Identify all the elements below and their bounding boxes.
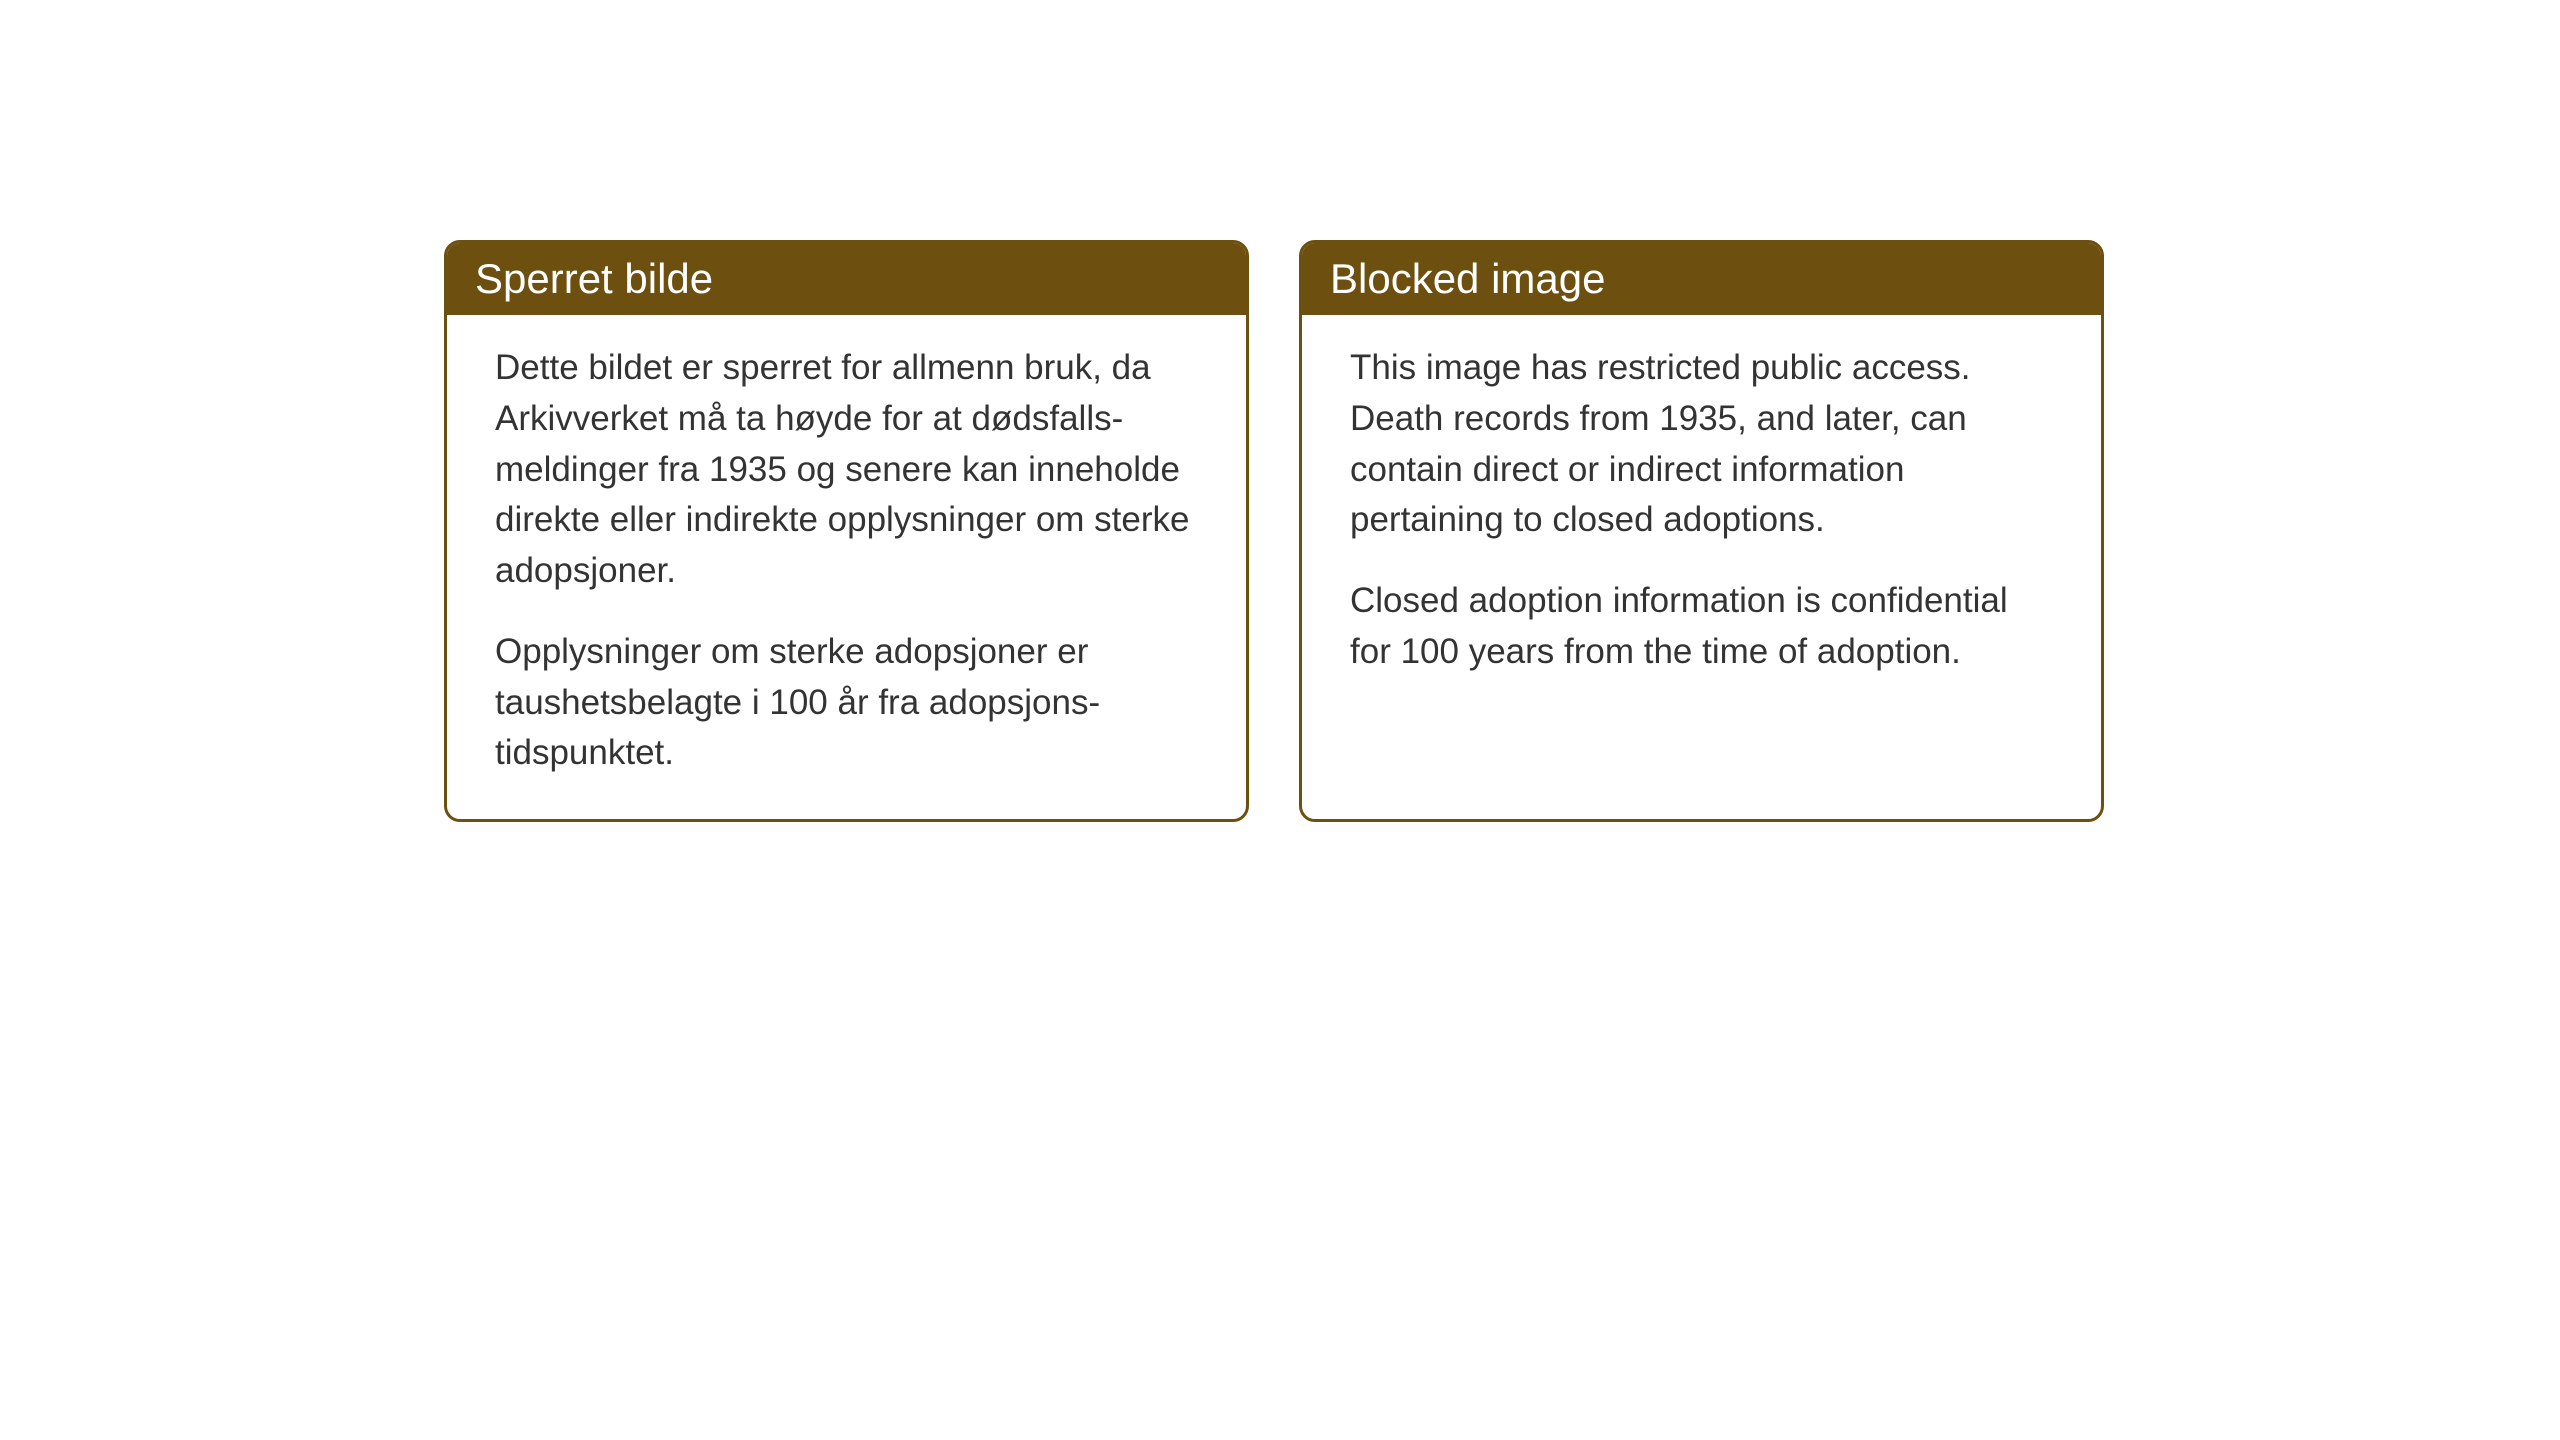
notice-card-english: Blocked image This image has restricted … [1299, 240, 2104, 822]
paragraph-1-norwegian: Dette bildet er sperret for allmenn bruk… [495, 343, 1198, 597]
paragraph-2-norwegian: Opplysninger om sterke adopsjoner er tau… [495, 627, 1198, 779]
card-body-english: This image has restricted public access.… [1302, 315, 2101, 718]
notice-container: Sperret bilde Dette bildet er sperret fo… [444, 240, 2104, 822]
paragraph-2-english: Closed adoption information is confident… [1350, 576, 2053, 678]
notice-card-norwegian: Sperret bilde Dette bildet er sperret fo… [444, 240, 1249, 822]
card-body-norwegian: Dette bildet er sperret for allmenn bruk… [447, 315, 1246, 819]
paragraph-1-english: This image has restricted public access.… [1350, 343, 2053, 546]
card-title-norwegian: Sperret bilde [447, 243, 1246, 315]
card-title-english: Blocked image [1302, 243, 2101, 315]
